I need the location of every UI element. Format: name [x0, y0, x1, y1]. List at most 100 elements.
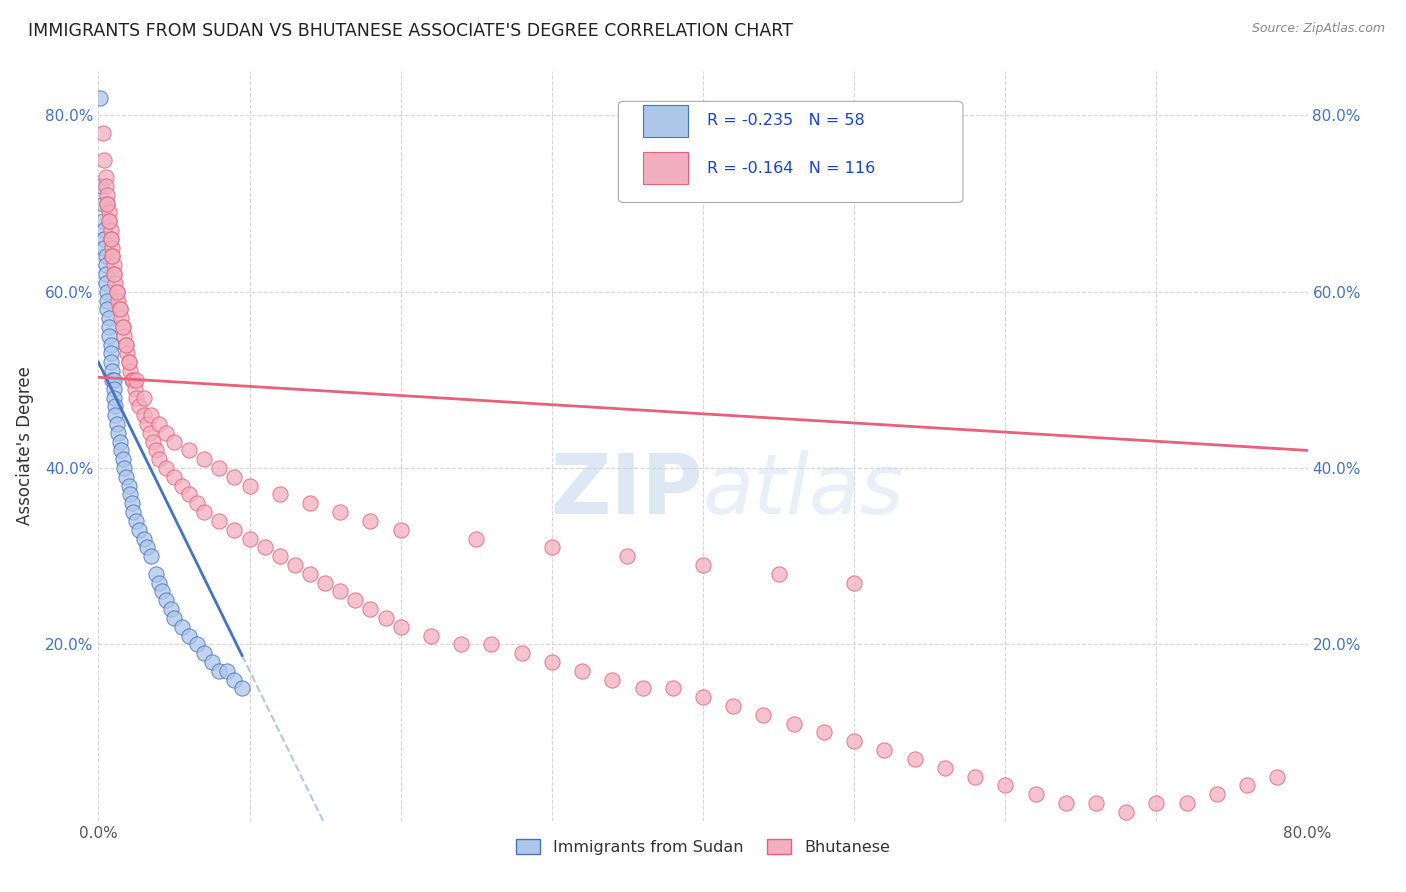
Point	[145, 443, 167, 458]
Point	[284, 558, 307, 572]
Point	[231, 681, 253, 696]
Point	[155, 425, 177, 440]
Point	[141, 549, 163, 564]
Point	[224, 470, 246, 484]
Point	[661, 681, 683, 696]
Point	[163, 434, 186, 449]
Point	[540, 541, 562, 555]
Point	[160, 602, 183, 616]
Point	[93, 223, 115, 237]
Point	[269, 487, 291, 501]
Point	[208, 664, 231, 678]
Point	[132, 408, 155, 422]
Point	[101, 373, 124, 387]
Point	[186, 496, 208, 510]
Point	[125, 391, 148, 405]
Point	[100, 355, 122, 369]
Point	[1236, 778, 1258, 792]
Point	[111, 320, 134, 334]
Text: ZIP: ZIP	[551, 450, 703, 532]
Point	[132, 391, 155, 405]
Text: Source: ZipAtlas.com: Source: ZipAtlas.com	[1251, 22, 1385, 36]
Point	[105, 285, 128, 299]
Point	[94, 276, 117, 290]
Point	[148, 575, 170, 590]
Point	[96, 302, 118, 317]
Point	[114, 337, 136, 351]
Y-axis label: Associate's Degree: Associate's Degree	[15, 367, 34, 525]
Point	[193, 646, 215, 660]
Point	[98, 214, 121, 228]
Point	[186, 637, 208, 651]
Point	[329, 584, 352, 599]
Point	[269, 549, 291, 564]
Point	[904, 752, 927, 766]
Point	[150, 584, 173, 599]
Point	[540, 655, 562, 669]
Point	[91, 196, 114, 211]
Point	[100, 223, 122, 237]
Point	[94, 267, 117, 281]
Point	[135, 541, 157, 555]
Point	[692, 558, 714, 572]
Point	[602, 673, 624, 687]
Point	[253, 541, 276, 555]
Point	[120, 487, 142, 501]
Point	[96, 285, 118, 299]
Point	[148, 417, 170, 431]
Point	[934, 761, 956, 775]
Point	[94, 250, 117, 264]
Point	[179, 628, 201, 642]
Point	[783, 716, 806, 731]
Point	[104, 408, 127, 422]
Point	[179, 487, 201, 501]
Point	[994, 778, 1017, 792]
Point	[98, 311, 121, 326]
Text: R = -0.164   N = 116: R = -0.164 N = 116	[707, 161, 875, 176]
Point	[108, 302, 131, 317]
Point	[103, 373, 125, 387]
Point	[100, 232, 122, 246]
Text: IMMIGRANTS FROM SUDAN VS BHUTANESE ASSOCIATE'S DEGREE CORRELATION CHART: IMMIGRANTS FROM SUDAN VS BHUTANESE ASSOC…	[28, 22, 793, 40]
Point	[118, 355, 141, 369]
Point	[107, 293, 129, 308]
Point	[420, 628, 443, 642]
Point	[844, 734, 866, 748]
Point	[93, 241, 115, 255]
Point	[96, 293, 118, 308]
Point	[1024, 787, 1046, 801]
Point	[125, 514, 148, 528]
Point	[96, 187, 118, 202]
Point	[170, 478, 193, 492]
Point	[723, 699, 745, 714]
Point	[631, 681, 654, 696]
Point	[201, 655, 224, 669]
Point	[299, 496, 322, 510]
Point	[616, 549, 638, 564]
Point	[360, 602, 382, 616]
Point	[89, 91, 111, 105]
Point	[465, 532, 488, 546]
Point	[1085, 796, 1108, 810]
Point	[692, 690, 714, 705]
Point	[118, 478, 141, 492]
Point	[91, 126, 114, 140]
Point	[314, 575, 336, 590]
Point	[360, 514, 382, 528]
Point	[155, 593, 177, 607]
Point	[965, 770, 987, 784]
Point	[813, 725, 835, 739]
Point	[142, 434, 165, 449]
Point	[752, 707, 775, 722]
Point	[111, 452, 134, 467]
Point	[98, 320, 121, 334]
Point	[844, 575, 866, 590]
Point	[135, 417, 157, 431]
Point	[208, 514, 231, 528]
Point	[103, 267, 125, 281]
Point	[90, 178, 112, 193]
Point	[141, 408, 163, 422]
Point	[94, 178, 117, 193]
Text: R = -0.235   N = 58: R = -0.235 N = 58	[707, 113, 865, 128]
Point	[344, 593, 367, 607]
